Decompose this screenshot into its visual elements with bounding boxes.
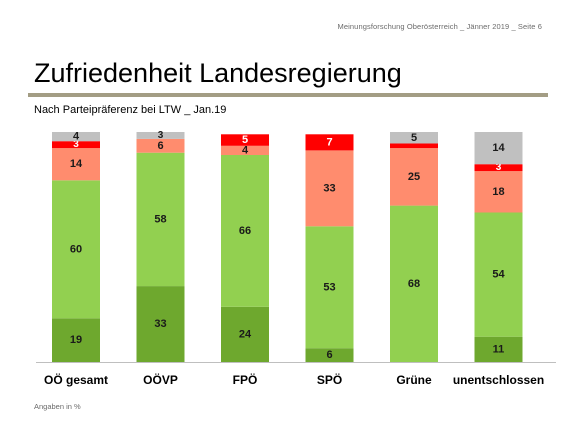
data-label-ooe-gesamt-3: 3: [73, 139, 79, 150]
data-label-ooe-gesamt-1: 60: [70, 243, 82, 255]
x-tick-label-gruene: Grüne: [396, 373, 432, 387]
bar-segment-ooevp-2: [136, 138, 185, 153]
data-label-unentschlossen-2: 18: [492, 186, 504, 198]
bar-segment-spoe-0: [305, 348, 354, 362]
data-label-ooevp-2: 6: [157, 140, 163, 152]
x-tick-label-ooevp: OÖVP: [143, 372, 178, 387]
bar-segment-ooevp-4: [136, 132, 185, 139]
bar-segment-fpoe-2: [221, 145, 269, 155]
data-label-unentschlossen-1: 54: [492, 269, 505, 281]
chart-subtitle: Nach Parteipräferenz bei LTW _ Jan.19: [34, 104, 227, 116]
data-label-spoe-3: 7: [326, 136, 332, 148]
data-label-gruene-2: 25: [408, 171, 420, 183]
data-label-ooe-gesamt-0: 19: [70, 334, 82, 346]
bar-segment-ooe-gesamt-4: [52, 132, 100, 142]
stacked-bar-chart: 1960143433586324664565333768255115418314…: [36, 130, 556, 387]
data-label-spoe-2: 33: [323, 182, 335, 194]
x-tick-label-fpoe: FPÖ: [233, 372, 258, 387]
bar-segment-fpoe-1: [221, 155, 269, 307]
data-label-spoe-0: 6: [326, 349, 332, 361]
data-label-ooevp-4: 3: [158, 130, 164, 141]
bar-segment-unentschlossen-0: [474, 336, 523, 362]
bar-segment-gruene-1: [390, 205, 438, 362]
data-label-gruene-4: 5: [411, 132, 417, 144]
bar-segment-fpoe-0: [221, 306, 269, 362]
x-tick-labels: OÖ gesamt OÖVP FPÖ SPÖ Grüne unentschlossen: [44, 372, 544, 387]
data-label-fpoe-0: 24: [239, 328, 252, 340]
x-tick-label-ooe-gesamt: OÖ gesamt: [44, 372, 108, 387]
data-label-unentschlossen-0: 11: [493, 343, 505, 355]
bar-segment-unentschlossen-4: [474, 132, 523, 165]
footnote: Angaben in %: [34, 402, 81, 411]
x-tick-label-unentschlossen: unentschlossen: [453, 373, 544, 387]
data-label-spoe-1: 53: [323, 281, 335, 293]
data-label-fpoe-1: 66: [239, 225, 251, 237]
data-label-ooevp-0: 33: [154, 318, 166, 330]
bar-segment-fpoe-3: [221, 134, 269, 146]
data-label-gruene-1: 68: [408, 278, 420, 290]
bar-segment-ooe-gesamt-3: [52, 141, 100, 149]
bar-segment-ooe-gesamt-1: [52, 180, 100, 319]
bar-segment-spoe-3: [305, 134, 354, 151]
bar-segment-unentschlossen-2: [474, 171, 523, 213]
bar-segment-unentschlossen-1: [474, 212, 523, 337]
bar-segment-unentschlossen-3: [474, 164, 523, 172]
data-label-fpoe-3: 5: [242, 134, 248, 146]
data-label-ooe-gesamt-4: 4: [73, 131, 80, 143]
bar-segment-ooe-gesamt-2: [52, 148, 100, 181]
bar-segment-ooevp-1: [136, 152, 185, 287]
data-label-ooevp-1: 58: [154, 213, 166, 225]
page-title: Zufriedenheit Landesregierung: [34, 58, 402, 88]
bar-segment-spoe-1: [305, 226, 354, 349]
bar-segment-gruene-4: [390, 132, 438, 144]
title-rule: [28, 93, 548, 97]
bar-segment-spoe-2: [305, 150, 354, 227]
bar-segment-ooe-gesamt-0: [52, 318, 100, 362]
bar-segment-gruene-3: [390, 143, 438, 149]
bar-segment-ooevp-0: [136, 286, 185, 362]
data-label-unentschlossen-3: 3: [496, 162, 502, 173]
bar-segment-gruene-2: [390, 148, 438, 206]
x-tick-label-spoe: SPÖ: [317, 372, 342, 387]
data-label-ooe-gesamt-2: 14: [70, 158, 83, 170]
data-label-unentschlossen-4: 14: [492, 142, 505, 154]
header-meta: Meinungsforschung Oberösterreich _ Jänne…: [337, 22, 542, 31]
data-label-fpoe-2: 4: [242, 144, 249, 156]
